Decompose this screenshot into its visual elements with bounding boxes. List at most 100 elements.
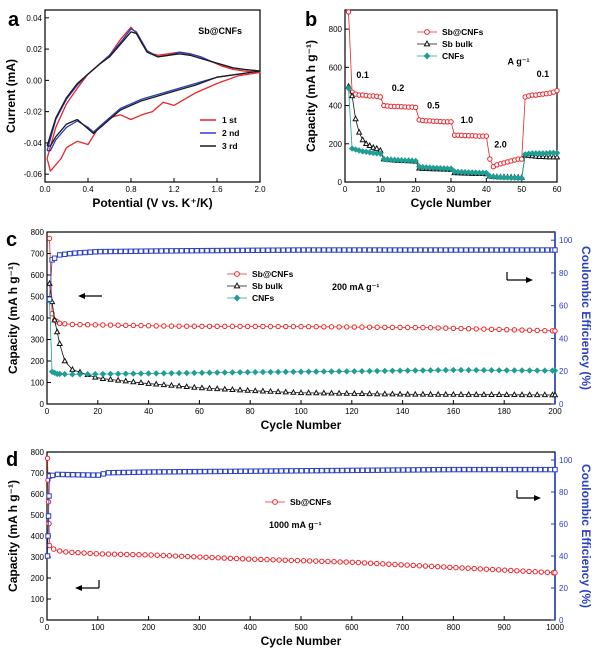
data-point — [416, 563, 423, 569]
y2-tick-label: 60 — [559, 520, 568, 529]
data-point — [148, 552, 154, 558]
data-point — [313, 324, 319, 330]
y-tick-label: 700 — [31, 250, 45, 259]
data-point — [503, 391, 511, 398]
data-point — [142, 552, 148, 558]
data-point — [554, 87, 560, 94]
data-point — [351, 368, 358, 375]
y2-tick-label: 20 — [559, 584, 568, 593]
y-tick-label: 300 — [31, 336, 45, 345]
data-point — [551, 367, 559, 374]
data-point — [297, 368, 305, 375]
series-line-3 — [49, 249, 555, 300]
data-point — [297, 389, 305, 396]
data-point — [325, 558, 331, 565]
data-point — [542, 327, 548, 334]
y-tick-label: -0.06 — [24, 170, 43, 179]
y-tick-label: 600 — [329, 63, 343, 72]
data-point — [343, 368, 350, 375]
data-point — [265, 247, 271, 253]
data-point — [85, 472, 91, 478]
data-point — [128, 248, 134, 255]
data-point — [197, 468, 203, 475]
data-point — [202, 468, 208, 475]
data-point — [361, 247, 368, 253]
data-point — [229, 323, 236, 330]
data-point — [434, 563, 441, 570]
data-point — [270, 557, 276, 563]
data-point — [232, 468, 239, 475]
data-point — [300, 247, 307, 253]
data-point — [152, 380, 160, 387]
data-point — [509, 247, 515, 253]
y2-tick-label: 100 — [559, 456, 573, 465]
data-point — [335, 389, 343, 396]
data-point — [156, 469, 162, 475]
data-point — [328, 324, 335, 330]
data-point — [514, 247, 520, 253]
data-point — [57, 320, 63, 327]
data-point — [329, 467, 335, 474]
data-point — [161, 323, 167, 329]
data-point — [502, 466, 508, 473]
data-point — [355, 128, 363, 135]
data-point — [143, 248, 149, 254]
legend-label: CNFs — [442, 51, 464, 61]
data-point — [184, 248, 190, 254]
data-point — [553, 153, 561, 160]
y-tick-label: 0.00 — [26, 76, 42, 85]
data-point — [337, 559, 343, 565]
data-point — [107, 375, 114, 382]
data-point — [54, 471, 61, 478]
data-point — [534, 247, 540, 253]
data-point — [312, 389, 320, 396]
data-point — [328, 368, 335, 375]
data-point — [483, 169, 490, 177]
data-point — [422, 563, 429, 569]
y2-tick-label: 100 — [559, 236, 573, 245]
y2-tick-label: 80 — [559, 269, 568, 278]
data-point — [206, 384, 213, 391]
data-point — [398, 562, 404, 568]
data-point — [387, 247, 393, 253]
data-point — [69, 371, 76, 378]
data-point — [259, 368, 267, 376]
data-point — [298, 323, 304, 330]
data-point — [389, 324, 396, 331]
data-point — [448, 247, 454, 253]
panel-letter-c: c — [6, 229, 17, 251]
data-point — [404, 562, 410, 568]
y-tick-label: 100 — [31, 379, 45, 388]
legend-label: Sb bulk — [442, 39, 473, 49]
data-point — [504, 247, 510, 253]
data-point — [124, 551, 130, 558]
panel-d: d0 100 200 300 400 500 600 700 800 900 10000100200… — [6, 448, 593, 648]
y-tick-label: 0 — [40, 616, 45, 625]
data-point — [410, 562, 416, 569]
data-point — [355, 559, 362, 566]
data-point — [382, 324, 388, 331]
data-point — [343, 559, 349, 565]
data-point — [145, 379, 152, 386]
series-line-0 — [47, 458, 556, 574]
data-point — [377, 94, 384, 100]
data-point — [122, 377, 130, 384]
data-point — [46, 493, 52, 499]
data-point — [93, 551, 99, 557]
annotation: Sb@CNFs — [198, 26, 242, 36]
data-point — [300, 558, 307, 564]
x-tick-label: 500 — [294, 623, 308, 632]
data-point — [236, 386, 244, 393]
x-axis-title: Potential (V vs. K⁺/K) — [92, 196, 212, 210]
data-point — [405, 467, 411, 473]
data-point — [112, 248, 119, 255]
data-point — [496, 326, 502, 333]
y-tick-label: 0 — [40, 400, 45, 409]
data-point — [44, 455, 51, 461]
data-point — [359, 136, 366, 143]
data-point — [274, 388, 282, 395]
data-point — [51, 316, 58, 323]
data-point — [453, 564, 459, 571]
data-point — [351, 247, 358, 253]
data-point — [495, 567, 502, 573]
